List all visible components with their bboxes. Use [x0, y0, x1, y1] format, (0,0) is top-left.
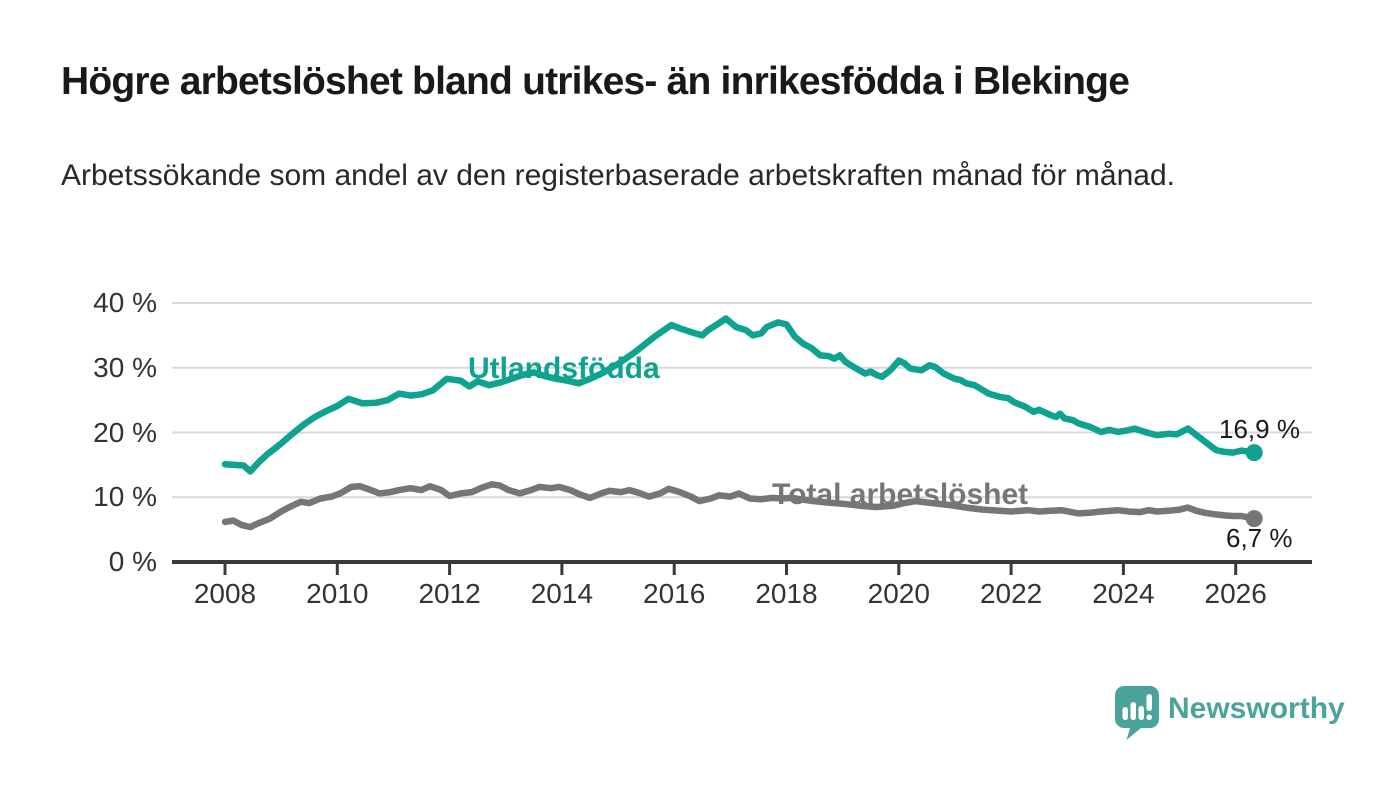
x-tick-label: 2016: [643, 578, 706, 609]
x-tick-label: 2020: [867, 578, 930, 609]
y-tick-label: 20 %: [93, 416, 157, 448]
end-value-label-0: 16,9 %: [1219, 414, 1300, 444]
series-end-dot-0: [1245, 444, 1263, 462]
series-end-dot-1: [1245, 510, 1263, 528]
x-tick-label: 2022: [979, 578, 1043, 609]
newsworthy-logo: Newsworthy: [1114, 685, 1354, 745]
bar-chart-glyph: [1122, 694, 1152, 720]
x-tick-label: 2008: [193, 578, 257, 609]
x-tick-label: 2018: [755, 578, 818, 609]
series-label-0: Utlandsfödda: [468, 352, 660, 385]
x-tick-label: 2024: [1092, 578, 1155, 609]
newsworthy-logo-icon: [1115, 686, 1159, 740]
brand-name: Newsworthy: [1168, 692, 1345, 725]
y-tick-label: 10 %: [93, 481, 157, 513]
y-tick-label: 0 %: [108, 546, 157, 577]
y-tick-label: 40 %: [93, 287, 157, 318]
x-tick-label: 2014: [530, 578, 594, 609]
series-line-1: [221, 481, 1258, 531]
chart-subtitle: Arbetssökande som andel av den registerb…: [61, 159, 1175, 192]
page-title: Högre arbetslöshet bland utrikes- än inr…: [61, 60, 1130, 103]
x-tick-label: 2026: [1204, 578, 1267, 609]
series-line-0: [221, 315, 1258, 475]
y-tick-label: 30 %: [93, 351, 157, 383]
end-value-label-1: 6,7 %: [1226, 523, 1293, 553]
x-tick-label: 2010: [306, 578, 369, 609]
x-tick-label: 2012: [418, 578, 481, 609]
series-label-1: Total arbetslöshet: [772, 478, 1029, 511]
